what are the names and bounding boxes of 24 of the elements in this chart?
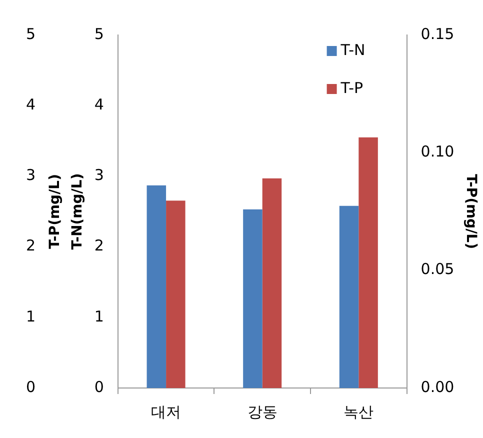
y3-tick-label: 1: [26, 307, 36, 326]
x-tick-label: 대저: [151, 402, 182, 421]
y2-tick-label: 0.05: [420, 260, 454, 278]
y2-tick-label: 0.10: [420, 142, 454, 161]
y-tick-label: 3: [94, 166, 104, 184]
y2-axis-title: T-P(mg/L): [462, 174, 479, 250]
y2-tick-label: 0.00: [420, 378, 454, 396]
legend-label: T-P: [340, 78, 364, 97]
y-axis-title: T-N(mg/L): [70, 173, 86, 250]
legend-label: T-N: [340, 40, 366, 59]
y-tick-label: 0: [94, 378, 104, 396]
y3-tick-label: 2: [26, 236, 36, 255]
y3-axis-title: T-P(mg/L): [47, 174, 64, 250]
y-tick-label: 1: [94, 307, 104, 326]
y3-tick-label: 3: [26, 166, 36, 184]
y-tick-label: 2: [94, 236, 104, 255]
x-tick-label: 녹산: [344, 402, 374, 421]
y2-tick-label: 0.15: [420, 24, 454, 43]
y-tick-label: 4: [94, 95, 104, 114]
y3-tick-label: 4: [26, 95, 36, 114]
x-tick-label: 강동: [247, 402, 278, 421]
y3-tick-label: 5: [26, 24, 36, 43]
y3-tick-label: 0: [26, 378, 36, 396]
y-tick-label: 5: [94, 24, 104, 43]
